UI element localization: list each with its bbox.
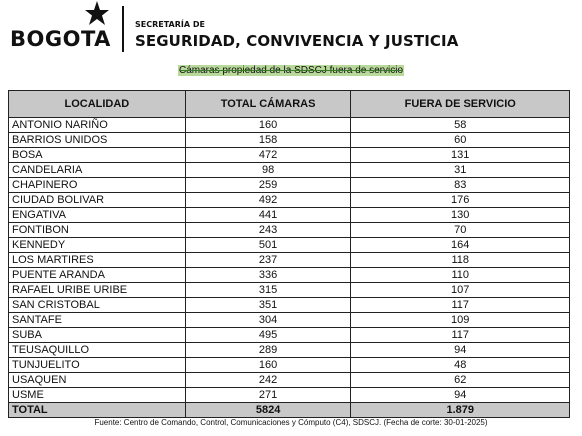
source-note: Fuente: Centro de Comando, Control, Comu… [94, 418, 488, 427]
table-row: USME 271 94 [8, 387, 570, 403]
cell-fuera-de-servicio: 118 [350, 252, 570, 268]
cell-total-camaras: 98 [184, 162, 352, 178]
cell-fuera-de-servicio: 110 [350, 267, 570, 283]
cell-fuera-de-servicio: 164 [350, 237, 570, 253]
cell-fuera-de-servicio: 109 [350, 312, 570, 328]
cell-fuera-de-servicio: 60 [350, 132, 570, 148]
table-row: ENGATIVA 441 130 [8, 207, 570, 223]
cell-localidad: ANTONIO NARIÑO [8, 117, 186, 133]
table-row: SAN CRISTOBAL 351 117 [8, 297, 570, 313]
subtitle-text: Cámaras propiedad de la SDSCJ fuera de s… [178, 65, 404, 76]
header-fuera-de-servicio: FUERA DE SERVICIO [350, 90, 570, 118]
cell-total-camaras: 304 [184, 312, 352, 328]
cell-localidad: SUBA [8, 327, 186, 343]
table-row: CIUDAD BOLIVAR 492 176 [8, 192, 570, 208]
cell-localidad: USAQUEN [8, 372, 186, 388]
cell-fuera-de-servicio: 31 [350, 162, 570, 178]
table-row: TEUSAQUILLO 289 94 [8, 342, 570, 358]
table-row: BOSA 472 131 [8, 147, 570, 163]
cell-total-camaras: 315 [184, 282, 352, 298]
cell-total-camaras: 492 [184, 192, 352, 208]
cell-fuera-de-servicio: 58 [350, 117, 570, 133]
cell-total-camaras: 243 [184, 222, 352, 238]
table-row: CHAPINERO 259 83 [8, 177, 570, 193]
cell-localidad: SANTAFE [8, 312, 186, 328]
cell-total-camaras: 160 [184, 357, 352, 373]
cell-localidad: SAN CRISTOBAL [8, 297, 186, 313]
cell-total-camaras: 259 [184, 177, 352, 193]
cell-fuera-de-servicio: 94 [350, 387, 570, 403]
cell-total-camaras: 472 [184, 147, 352, 163]
cell-fuera-de-servicio: 94 [350, 342, 570, 358]
document-subtitle: Cámaras propiedad de la SDSCJ fuera de s… [0, 65, 582, 76]
cell-total-camaras: 160 [184, 117, 352, 133]
cell-total-camaras: 289 [184, 342, 352, 358]
cell-localidad: TEUSAQUILLO [8, 342, 186, 358]
cell-total-camaras: 242 [184, 372, 352, 388]
cell-total-camaras: 158 [184, 132, 352, 148]
cell-total-camaras: 336 [184, 267, 352, 283]
table-row: RAFAEL URIBE URIBE 315 107 [8, 282, 570, 298]
cell-localidad: FONTIBON [8, 222, 186, 238]
cell-total-camaras: 501 [184, 237, 352, 253]
table-row: BARRIOS UNIDOS 158 60 [8, 132, 570, 148]
cell-localidad: ENGATIVA [8, 207, 186, 223]
table-row: SANTAFE 304 109 [8, 312, 570, 328]
cell-fuera-de-servicio: 107 [350, 282, 570, 298]
bogota-logo: BOGOTA [10, 27, 111, 51]
total-row: TOTAL 5824 1.879 [8, 402, 570, 418]
cell-localidad: USME [8, 387, 186, 403]
cell-total-camaras: 441 [184, 207, 352, 223]
cell-localidad: CHAPINERO [8, 177, 186, 193]
total-camaras: 5824 [184, 402, 352, 418]
cell-total-camaras: 237 [184, 252, 352, 268]
cell-localidad: TUNJUELITO [8, 357, 186, 373]
table-row: CANDELARIA 98 31 [8, 162, 570, 178]
table-row: USAQUEN 242 62 [8, 372, 570, 388]
table-row: FONTIBON 243 70 [8, 222, 570, 238]
header-total-camaras: TOTAL CÁMARAS [184, 90, 352, 118]
cell-fuera-de-servicio: 117 [350, 297, 570, 313]
header-localidad: LOCALIDAD [8, 90, 186, 118]
cell-localidad: PUENTE ARANDA [8, 267, 186, 283]
document-header: BOGOTA SECRETARÍA DE SEGURIDAD, CONVIVEN… [0, 0, 582, 60]
table-header-row: LOCALIDAD TOTAL CÁMARAS FUERA DE SERVICI… [8, 90, 570, 118]
cell-localidad: CANDELARIA [8, 162, 186, 178]
table-row: KENNEDY 501 164 [8, 237, 570, 253]
cell-fuera-de-servicio: 131 [350, 147, 570, 163]
total-label: TOTAL [8, 402, 186, 418]
total-fuera-de-servicio: 1.879 [350, 402, 570, 418]
table-row: SUBA 495 117 [8, 327, 570, 343]
logo-divider [122, 6, 124, 52]
cell-fuera-de-servicio: 117 [350, 327, 570, 343]
star-icon [85, 1, 109, 25]
cell-localidad: LOS MARTIRES [8, 252, 186, 268]
cell-fuera-de-servicio: 176 [350, 192, 570, 208]
table-row: ANTONIO NARIÑO 160 58 [8, 117, 570, 133]
department-name: SEGURIDAD, CONVIVENCIA Y JUSTICIA [135, 32, 459, 50]
cell-localidad: CIUDAD BOLIVAR [8, 192, 186, 208]
table-row: PUENTE ARANDA 336 110 [8, 267, 570, 283]
cell-total-camaras: 495 [184, 327, 352, 343]
cell-localidad: KENNEDY [8, 237, 186, 253]
table-row: LOS MARTIRES 237 118 [8, 252, 570, 268]
cell-total-camaras: 271 [184, 387, 352, 403]
cell-fuera-de-servicio: 130 [350, 207, 570, 223]
table-row: TUNJUELITO 160 48 [8, 357, 570, 373]
cell-total-camaras: 351 [184, 297, 352, 313]
cell-fuera-de-servicio: 48 [350, 357, 570, 373]
cell-fuera-de-servicio: 62 [350, 372, 570, 388]
cell-fuera-de-servicio: 83 [350, 177, 570, 193]
cell-localidad: RAFAEL URIBE URIBE [8, 282, 186, 298]
cell-fuera-de-servicio: 70 [350, 222, 570, 238]
cell-localidad: BARRIOS UNIDOS [8, 132, 186, 148]
secretaria-label: SECRETARÍA DE [135, 20, 205, 29]
cameras-table: LOCALIDAD TOTAL CÁMARAS FUERA DE SERVICI… [8, 90, 570, 418]
cell-localidad: BOSA [8, 147, 186, 163]
